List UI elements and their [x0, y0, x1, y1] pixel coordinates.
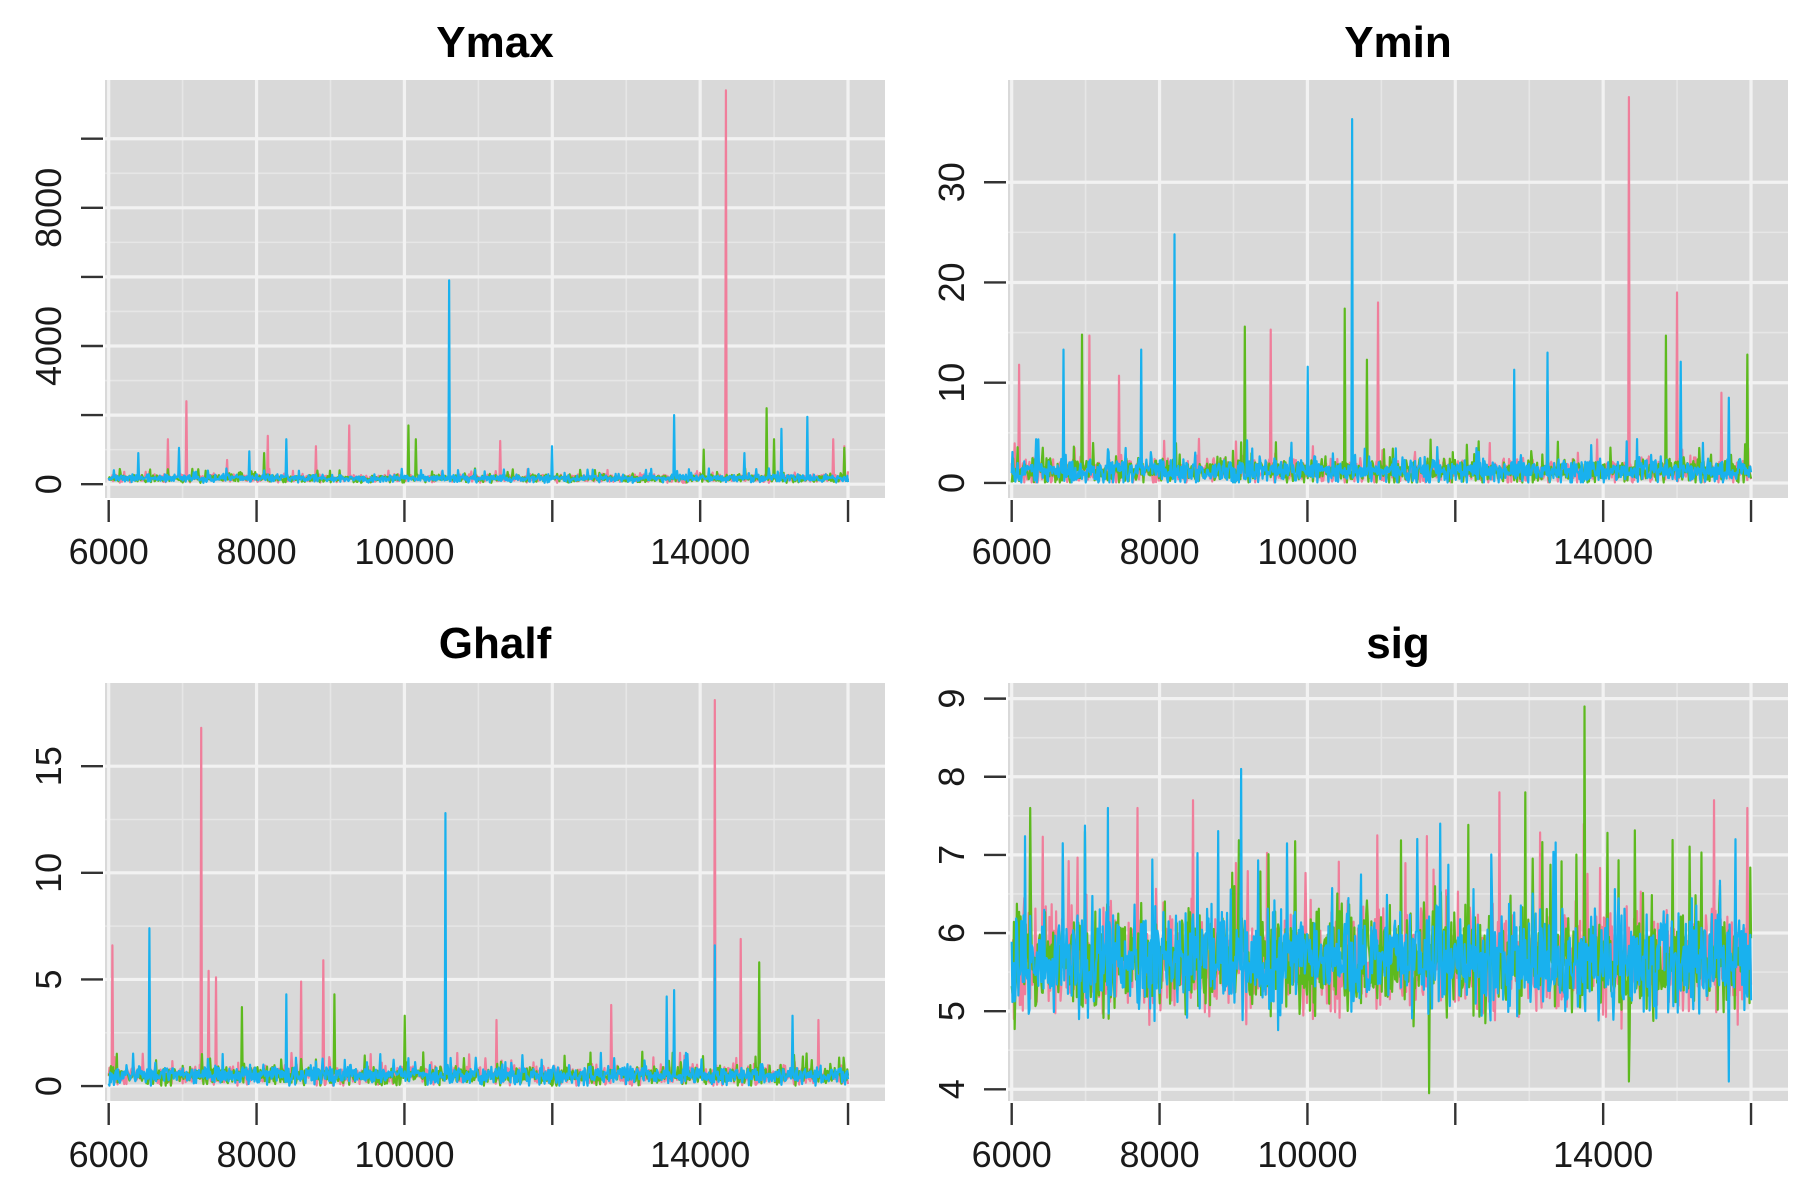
x-tick-label: 10000	[354, 531, 454, 572]
x-tick-label: 8000	[1120, 531, 1200, 572]
traces	[107, 89, 850, 484]
y-axis: 0 10 20 30	[931, 162, 1006, 493]
panel-ymax: 6000 8000 10000 14000 0 4000 8000 Ymax	[28, 18, 885, 572]
panel-title: sig	[1366, 619, 1430, 668]
y-tick-label: 9	[931, 689, 972, 709]
y-tick-label: 0	[28, 1076, 69, 1096]
grid	[105, 683, 885, 1101]
traces	[107, 698, 850, 1087]
x-tick-label: 6000	[972, 531, 1052, 572]
y-tick-label: 4	[931, 1079, 972, 1099]
panel-sig: 6000 8000 10000 14000 4 5 6 7 8 9 sig	[931, 619, 1788, 1175]
x-axis: 6000 8000 10000 14000	[972, 500, 1753, 572]
x-tick-label: 14000	[1553, 1134, 1653, 1175]
series-line-3	[107, 811, 850, 1087]
y-tick-label: 4000	[28, 306, 69, 386]
y-tick-label: 30	[931, 162, 972, 202]
y-tick-label: 7	[931, 845, 972, 865]
y-tick-label: 5	[28, 969, 69, 989]
x-tick-label: 8000	[1120, 1134, 1200, 1175]
x-tick-label: 14000	[650, 531, 750, 572]
y-tick-label: 8	[931, 767, 972, 787]
grid	[105, 80, 885, 498]
y-tick-label: 0	[28, 474, 69, 494]
y-tick-label: 5	[931, 1001, 972, 1021]
y-tick-label: 6	[931, 923, 972, 943]
traces	[1010, 705, 1753, 1095]
panel-title: Ghalf	[439, 619, 552, 668]
y-tick-label: 10	[931, 363, 972, 403]
plot-background	[1008, 80, 1788, 498]
y-axis: 4 5 6 7 8 9	[931, 689, 1006, 1099]
panel-title: Ymin	[1344, 18, 1452, 67]
x-tick-label: 14000	[650, 1134, 750, 1175]
x-tick-label: 14000	[1553, 531, 1653, 572]
traces	[1010, 95, 1753, 484]
series-line-3	[107, 279, 850, 484]
x-tick-label: 10000	[1257, 1134, 1357, 1175]
x-tick-label: 10000	[354, 1134, 454, 1175]
series-line-3	[1010, 767, 1753, 1083]
y-tick-label: 10	[28, 853, 69, 893]
x-axis: 6000 8000 10000 14000	[69, 500, 850, 572]
panel-ghalf: 6000 8000 10000 14000 0 5 10 15 Ghalf	[28, 619, 885, 1175]
panel-ymin: 6000 8000 10000 14000 0 10 20 30 Ymin	[931, 18, 1788, 572]
plot-background	[105, 80, 885, 498]
y-tick-label: 8000	[28, 168, 69, 248]
x-axis: 6000 8000 10000 14000	[972, 1103, 1753, 1175]
y-tick-label: 15	[28, 746, 69, 786]
y-tick-label: 0	[931, 473, 972, 493]
x-axis: 6000 8000 10000 14000	[69, 1103, 850, 1175]
y-axis: 0 4000 8000	[28, 137, 103, 494]
plot-background	[1008, 683, 1788, 1101]
x-tick-label: 8000	[217, 1134, 297, 1175]
y-tick-label: 20	[931, 262, 972, 302]
x-tick-label: 6000	[69, 531, 149, 572]
series-line-3	[1010, 117, 1753, 484]
x-tick-label: 8000	[217, 531, 297, 572]
x-tick-label: 6000	[972, 1134, 1052, 1175]
y-axis: 0 5 10 15	[28, 746, 103, 1096]
panel-title: Ymax	[436, 18, 554, 67]
x-tick-label: 10000	[1257, 531, 1357, 572]
plot-background	[105, 683, 885, 1101]
x-tick-label: 6000	[69, 1134, 149, 1175]
